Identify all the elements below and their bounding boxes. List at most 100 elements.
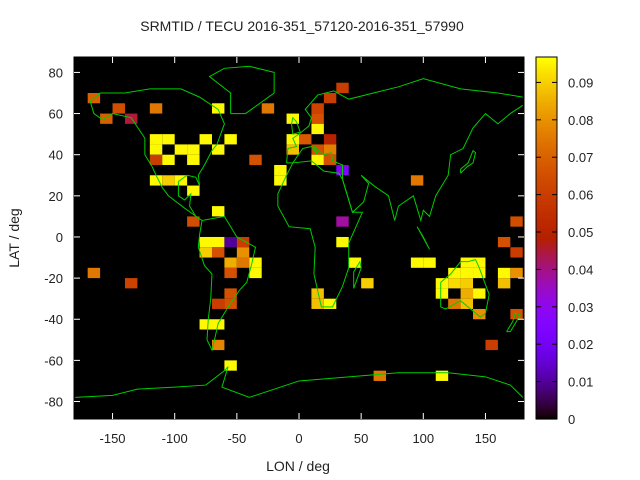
colorbar-segment xyxy=(536,309,557,312)
colorbar-segment xyxy=(536,285,557,288)
data-cell xyxy=(211,298,225,309)
colorbar-segment xyxy=(536,125,557,128)
colorbar-segment xyxy=(536,169,557,172)
data-cell xyxy=(435,370,449,381)
y-tick-label: 0 xyxy=(56,230,63,245)
colorbar-segment xyxy=(536,365,557,368)
colorbar-segment xyxy=(536,411,557,414)
colorbar-segment xyxy=(536,283,557,286)
colorbar-segment xyxy=(536,167,557,170)
colorbar-segment xyxy=(536,339,557,342)
colorbar-segment xyxy=(536,127,557,130)
coastline xyxy=(460,149,477,174)
data-cell xyxy=(211,247,225,258)
colorbar-segment xyxy=(536,105,557,108)
coastline xyxy=(416,226,430,250)
colorbar-segment xyxy=(536,415,557,418)
colorbar-segment xyxy=(536,171,557,174)
colorbar-segment xyxy=(536,157,557,160)
plot-area xyxy=(74,57,524,419)
data-cell xyxy=(149,134,163,145)
colorbar-segment xyxy=(536,369,557,372)
colorbar-segment xyxy=(536,351,557,354)
data-cell xyxy=(211,206,225,217)
data-cell xyxy=(485,339,498,351)
colorbar-segment xyxy=(536,133,557,136)
colorbar-segment xyxy=(536,91,557,94)
colorbar-segment xyxy=(536,179,557,182)
data-cell xyxy=(199,319,212,330)
colorbar-segment xyxy=(536,201,557,204)
data-cell xyxy=(261,103,275,114)
colorbar-segment xyxy=(536,393,557,396)
data-cell xyxy=(497,278,511,289)
colorbar-segment xyxy=(536,217,557,220)
data-cell xyxy=(211,236,225,248)
colorbar-segment xyxy=(536,185,557,188)
colorbar-segment xyxy=(536,227,557,230)
data-cell xyxy=(336,82,349,93)
data-cell xyxy=(274,175,287,186)
data-cell xyxy=(510,216,523,227)
colorbar-segment xyxy=(536,197,557,200)
data-cell xyxy=(510,247,523,258)
colorbar-segment xyxy=(536,155,557,158)
colorbar-segment xyxy=(536,381,557,384)
colorbar-segment xyxy=(536,377,557,380)
colorbar-segment xyxy=(536,367,557,370)
data-cell xyxy=(311,298,324,309)
x-axis-ticks: -150 -100 -50 0 50 100 150 xyxy=(100,57,496,446)
colorbar-segment xyxy=(536,247,557,250)
colorbar-segment xyxy=(536,279,557,282)
coastline xyxy=(353,260,362,289)
colorbar-segment xyxy=(536,97,557,100)
colorbar-segment xyxy=(536,265,557,268)
colorbar-segment xyxy=(536,387,557,390)
data-cell xyxy=(448,267,461,279)
data-cell xyxy=(460,278,474,289)
data-cell xyxy=(249,257,262,268)
colorbar-segment xyxy=(536,355,557,358)
y-tick-label: -80 xyxy=(44,395,63,410)
data-cell xyxy=(311,288,324,299)
colorbar-segment xyxy=(536,389,557,392)
colorbar-segment xyxy=(536,189,557,192)
data-cell xyxy=(336,236,349,248)
colorbar-segment xyxy=(536,149,557,152)
data-cell xyxy=(87,267,101,279)
data-cell xyxy=(274,164,287,176)
colorbar-segment xyxy=(536,57,557,60)
data-cell xyxy=(473,288,486,299)
colorbar-tick-label: 0.09 xyxy=(568,75,593,90)
data-cell xyxy=(199,247,212,258)
colorbar-segment xyxy=(536,399,557,402)
colorbar-segment xyxy=(536,281,557,284)
colorbar-segment xyxy=(536,299,557,302)
colorbar-segment xyxy=(536,67,557,70)
data-cell xyxy=(149,154,163,165)
colorbar-segment xyxy=(536,329,557,332)
data-cell xyxy=(473,257,486,268)
data-cell xyxy=(199,134,212,145)
x-tick-label: -150 xyxy=(100,431,126,446)
colorbar-segment xyxy=(536,147,557,150)
colorbar-segment xyxy=(536,253,557,256)
colorbar-segment xyxy=(536,243,557,246)
colorbar-segment xyxy=(536,375,557,378)
colorbar-segment xyxy=(536,321,557,324)
x-tick-label: 100 xyxy=(412,431,434,446)
colorbar-segment xyxy=(536,75,557,78)
colorbar-segment xyxy=(536,341,557,344)
data-cell xyxy=(286,144,299,155)
colorbar-segment xyxy=(536,209,557,212)
colorbar-segment xyxy=(536,89,557,92)
data-cell xyxy=(187,216,200,227)
colorbar-segment xyxy=(536,269,557,272)
colorbar-segment xyxy=(536,111,557,114)
colorbar-segment xyxy=(536,139,557,142)
data-cell xyxy=(124,113,138,124)
data-cell xyxy=(112,103,125,114)
colorbar-segment xyxy=(536,395,557,398)
colorbar-segment xyxy=(536,289,557,292)
data-cells xyxy=(87,82,523,381)
